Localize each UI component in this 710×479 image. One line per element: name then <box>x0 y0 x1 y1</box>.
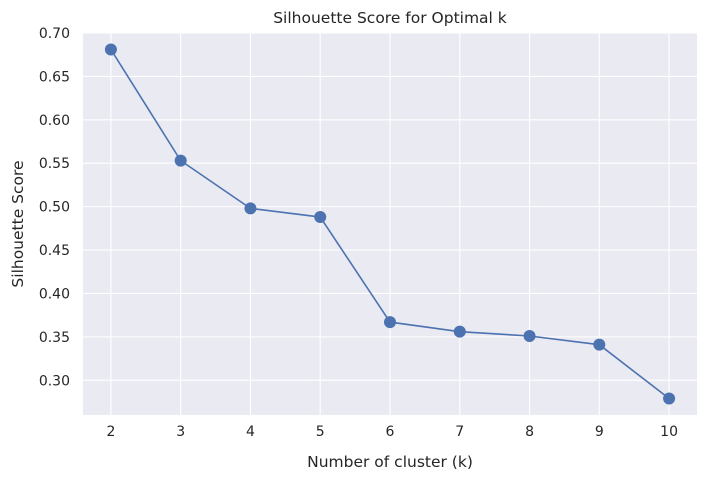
y-tick-label: 0.30 <box>39 373 70 389</box>
data-point-marker <box>663 392 676 405</box>
chart-title: Silhouette Score for Optimal k <box>273 9 507 27</box>
data-point-marker <box>523 329 536 342</box>
y-tick-label: 0.45 <box>39 243 70 259</box>
data-point-marker <box>593 338 606 351</box>
y-tick-label: 0.60 <box>39 113 70 129</box>
data-point-marker <box>453 325 466 338</box>
x-tick-label: 7 <box>455 424 464 440</box>
x-tick-label: 5 <box>316 424 325 440</box>
y-tick-label: 0.50 <box>39 200 70 216</box>
y-tick-label: 0.35 <box>39 330 70 346</box>
data-point-marker <box>174 154 187 167</box>
data-point-marker <box>384 316 396 329</box>
x-axis-label: Number of cluster (k) <box>307 453 473 471</box>
y-tick-label: 0.55 <box>39 156 70 172</box>
x-tick-label: 10 <box>660 424 678 440</box>
gridlines <box>83 32 697 415</box>
data-point-marker <box>314 211 327 224</box>
x-tick-label: 3 <box>176 424 185 440</box>
tick-labels: 2 3 4 5 6 7 8 9 10 0.30 0.35 0.40 0.45 0.50 0.55 0.60 0.… <box>39 26 678 440</box>
y-tick-label: 0.70 <box>39 26 70 42</box>
y-tick-label: 0.65 <box>39 69 70 85</box>
y-axis-label: Silhouette Score <box>9 160 27 287</box>
x-tick-label: 9 <box>595 424 604 440</box>
x-tick-label: 6 <box>386 424 395 440</box>
data-point-marker <box>104 43 117 56</box>
x-tick-label: 8 <box>525 424 534 440</box>
x-tick-label: 2 <box>106 424 115 440</box>
x-tick-label: 4 <box>246 424 255 440</box>
data-point-marker <box>244 202 257 215</box>
y-tick-label: 0.40 <box>39 286 70 302</box>
series-layer <box>104 43 676 405</box>
